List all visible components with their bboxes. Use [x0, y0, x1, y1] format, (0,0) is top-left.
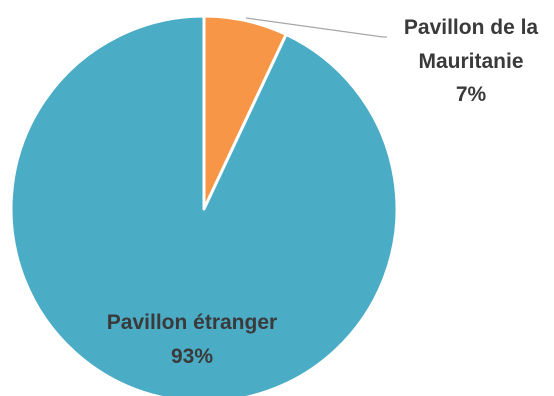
pie-slices	[9, 14, 399, 396]
pie-slice-etranger	[9, 14, 399, 396]
slice-value-etranger: 93%	[171, 345, 213, 368]
leader-line	[245, 17, 384, 38]
slice-label-mauritanie-line2: Mauritanie	[418, 50, 523, 73]
slice-label-mauritanie-line1: Pavillon de la	[404, 16, 539, 39]
slice-value-mauritanie: 7%	[456, 83, 487, 106]
slice-label-etranger: Pavillon étranger	[107, 311, 277, 334]
